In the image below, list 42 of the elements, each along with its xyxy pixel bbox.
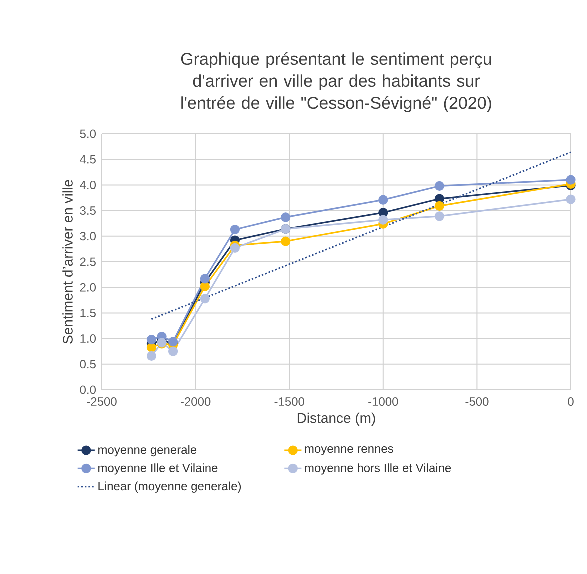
y-tick-label: 1.5 (80, 309, 96, 318)
legend-label: moyenne Ille et Vilaine (98, 464, 218, 475)
y-tick-label: 4.0 (80, 180, 96, 190)
legend-label: moyenne hors Ille et Vilaine (305, 464, 452, 475)
point (146, 351, 157, 362)
chart-title: Graphique présentant le sentiment perçu d'arriver en ville par des habitants sur l'entrée de ville "Cesson-Sévigné" (2020) (181, 52, 492, 112)
y-tick-label: 2.5 (80, 258, 96, 266)
x-axis-title: Distance (m) (298, 412, 376, 426)
x-tick-label: -1000 (368, 398, 398, 406)
legend-label: moyenne rennes (305, 446, 394, 456)
point (566, 194, 576, 204)
legend-label: Linear (moyenne generale) (98, 482, 242, 493)
y-axis-title: Sentiment d’arriver en ville (62, 180, 73, 344)
x-tick-label: 0 (568, 398, 574, 406)
point (230, 243, 240, 253)
point (200, 274, 210, 284)
x-tick-label: -500 (466, 398, 489, 406)
x-tick-label: -1500 (274, 398, 304, 406)
y-tick-label: 3.5 (80, 206, 96, 216)
point (146, 335, 157, 345)
y-tick-label: 0.0 (80, 386, 96, 394)
point (434, 201, 444, 211)
y-tick-label: 3.0 (80, 232, 96, 241)
point (281, 236, 291, 246)
y-tick-label: 0.5 (80, 360, 96, 369)
point (200, 282, 210, 292)
point (434, 181, 444, 192)
point (378, 195, 388, 205)
point (434, 212, 444, 222)
point (566, 175, 576, 185)
point (200, 294, 210, 304)
point (230, 224, 240, 235)
legend-label: moyenne generale (98, 445, 197, 457)
point (168, 346, 178, 356)
y-tick-label: 5.0 (80, 130, 96, 138)
y-tick-label: 4.5 (80, 155, 96, 164)
point (281, 212, 291, 222)
point (378, 215, 388, 225)
y-tick-label: 2.0 (80, 283, 96, 292)
x-tick-label: -2500 (87, 398, 117, 406)
x-tick-label: -2000 (180, 398, 211, 406)
y-tick-label: 1.0 (80, 334, 96, 344)
